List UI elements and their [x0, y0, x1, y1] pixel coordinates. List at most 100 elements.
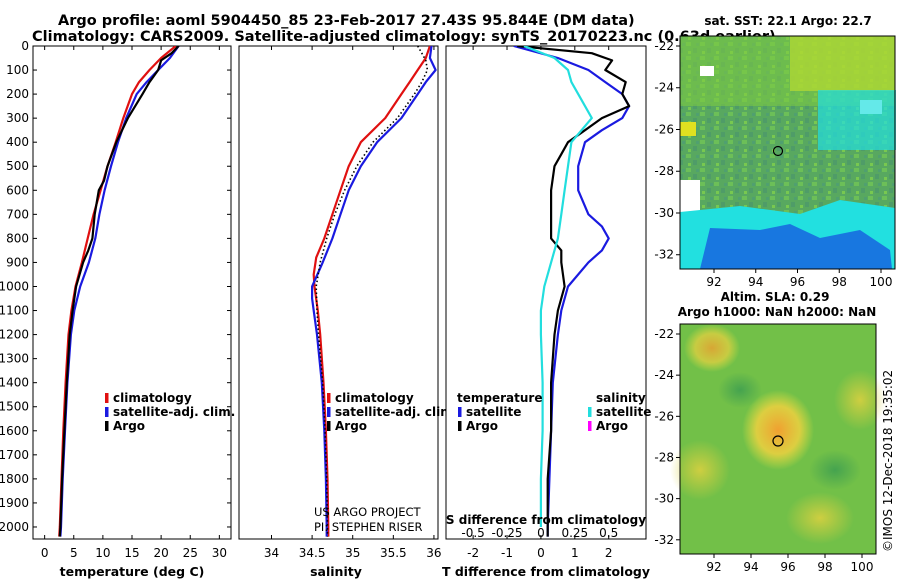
legend-label: satellite: [466, 405, 521, 419]
salinity-difference-tick-label: 0.25: [561, 526, 588, 540]
map-lat-label: -30: [654, 492, 674, 506]
legend-swatch: [105, 421, 109, 431]
depth-tick-label: 200: [6, 87, 29, 101]
x-tick-label: -1: [501, 546, 513, 560]
difference-panel: -2 -1 0 1 2 -0.5 -0.25 0 0.25 0.5 T difference f…: [442, 46, 651, 579]
depth-tick-label: 900: [6, 255, 29, 269]
x-tick-label: 2: [605, 546, 613, 560]
sst-map: sat. SST: 22.1 Argo: 22.7 -22 -24 -26 -28 -3…: [654, 14, 896, 289]
depth-tick-label: 1600: [0, 424, 29, 438]
legend-swatch: [327, 421, 331, 431]
profile-figure: 0100200300400500600700800900100011001200…: [0, 0, 900, 580]
sst-map-title: sat. SST: 22.1 Argo: 22.7: [704, 14, 871, 28]
legend-temperature-title: temperature: [457, 391, 542, 405]
x-tick-label: 35.5: [380, 546, 407, 560]
legend-label: climatology: [335, 391, 414, 405]
legend-swatch: [588, 407, 592, 417]
legend-label: Argo: [596, 419, 628, 433]
legend-swatch: [327, 407, 331, 417]
map-lat-label: -32: [654, 248, 674, 262]
salinity-difference-tick-label: 0: [537, 526, 545, 540]
depth-tick-label: 500: [6, 159, 29, 173]
legend-swatch: [105, 393, 109, 403]
sst-warm-patch: [790, 36, 895, 91]
map-lon-label: 98: [832, 275, 847, 289]
x-tick-label: 36: [426, 546, 441, 560]
map-lon-label: 100: [851, 560, 874, 574]
legend-label: satellite-adj. clim.: [113, 405, 235, 419]
map-lat-label: -24: [654, 368, 674, 382]
sst-nodata-patch: [700, 66, 714, 76]
depth-tick-label: 1200: [0, 328, 29, 342]
map-lon-label: 94: [743, 560, 758, 574]
credit-pi: PI: STEPHEN RISER: [314, 521, 423, 534]
x-tick-label: 35: [345, 546, 360, 560]
salinity-difference-tick-label: 0.5: [599, 526, 618, 540]
x-tick-label: 34.5: [299, 546, 326, 560]
depth-tick-label: 1700: [0, 448, 29, 462]
map-lon-label: 92: [706, 275, 721, 289]
x-tick-label: 25: [183, 546, 198, 560]
depth-tick-label: 1900: [0, 496, 29, 510]
depth-tick-label: 600: [6, 183, 29, 197]
map-lat-label: -26: [654, 122, 674, 136]
salinity-difference-tick-label: -0.5: [461, 526, 484, 540]
map-lat-label: -28: [654, 164, 674, 178]
x-tick-label: -2: [467, 546, 479, 560]
map-lon-label: 96: [780, 560, 795, 574]
legend-swatch: [458, 421, 462, 431]
map-lon-label: 92: [706, 560, 721, 574]
depth-tick-label: 100: [6, 63, 29, 77]
sla-medium-anomaly: [670, 440, 730, 500]
map-lat-label: -28: [654, 450, 674, 464]
x-tick-label: 15: [124, 546, 139, 560]
x-tick-label: 34: [264, 546, 279, 560]
map-lat-label: -22: [654, 327, 674, 341]
x-tick-label: 1: [571, 546, 579, 560]
legend-label: satellite: [596, 405, 651, 419]
depth-tick-label: 400: [6, 135, 29, 149]
legend-swatch: [458, 407, 462, 417]
legend-label: Argo: [466, 419, 498, 433]
x-tick-label: 0: [537, 546, 545, 560]
sla-medium-anomaly: [834, 370, 886, 430]
map-lon-label: 96: [790, 275, 805, 289]
legend-label: Argo: [335, 419, 367, 433]
sla-low-anomaly: [718, 372, 762, 408]
legend-salinity-title: salinity: [596, 391, 646, 405]
map-lon-label: 94: [748, 275, 763, 289]
legend-swatch: [327, 393, 331, 403]
sst-cyan-patch: [818, 90, 896, 150]
footer-credit: ©IMOS 12-Dec-2018 19:35:02: [881, 370, 895, 552]
depth-tick-label: 2000: [0, 520, 29, 534]
salinity-axes-frame: [239, 46, 438, 539]
sla-low-anomaly: [809, 450, 861, 490]
sst-yellow-patch: [680, 122, 696, 136]
x-tick-label: 20: [153, 546, 168, 560]
depth-tick-label: 1800: [0, 472, 29, 486]
salinity-difference-xlabel: S difference from climatology: [446, 513, 646, 527]
depth-tick-label: 1400: [0, 376, 29, 390]
credit-project: US ARGO PROJECT: [314, 506, 421, 519]
sla-medium-anomaly: [786, 492, 854, 544]
depth-tick-label: 0: [21, 39, 29, 53]
map-lat-label: -24: [654, 81, 674, 95]
salinity-difference-tick-label: -0.25: [491, 526, 522, 540]
x-tick-label: 10: [95, 546, 110, 560]
depth-tick-label: 1000: [0, 279, 29, 293]
x-tick-label: 0: [41, 546, 49, 560]
sla-map: Altim. SLA: 0.29 Argo h1000: NaN h2000: …: [654, 290, 886, 574]
map-lat-label: -22: [654, 39, 674, 53]
salinity-xlabel: salinity: [310, 564, 362, 579]
sla-map-title-2: Argo h1000: NaN h2000: NaN: [678, 305, 877, 319]
depth-tick-label: 1300: [0, 352, 29, 366]
temperature-xlabel: temperature (deg C): [60, 564, 205, 579]
sla-map-title-1: Altim. SLA: 0.29: [721, 290, 830, 304]
difference-xlabel: T difference from climatology: [442, 564, 650, 579]
map-lat-label: -30: [654, 206, 674, 220]
salinity-panel: 34 34.5 35 35.5 36 salinity climatologysatel…: [239, 46, 457, 579]
depth-tick-label: 1500: [0, 400, 29, 414]
legend-label: Argo: [113, 419, 145, 433]
legend-label: climatology: [113, 391, 192, 405]
x-tick-label: 30: [212, 546, 227, 560]
